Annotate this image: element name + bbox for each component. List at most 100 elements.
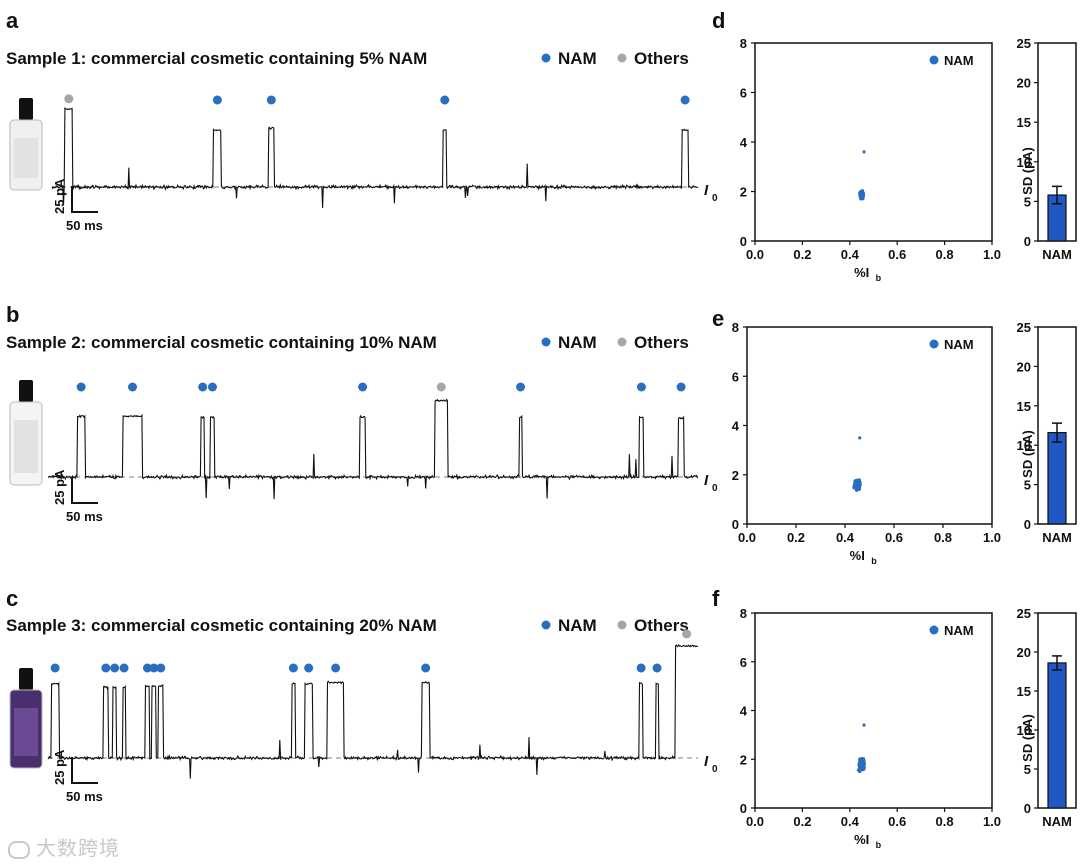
bottle-label-icon xyxy=(14,138,38,178)
scatter-panel-d: d 0.0 0.2 0.4 0.6 0.8 1.0 0 2 4 6 8 SD (pA) %I b NAM xyxy=(712,8,1035,283)
x-tick-label: 0.6 xyxy=(888,814,906,829)
scatter-point xyxy=(860,763,864,767)
bottle-label-icon xyxy=(14,708,38,756)
bar-category-label: NAM xyxy=(1042,247,1072,262)
scale-bar xyxy=(71,186,98,213)
event-marker-nam xyxy=(304,663,314,673)
legend-others-label: Others xyxy=(634,333,689,352)
y-tick-label: 15 xyxy=(1017,115,1031,130)
y-tick-label: 25 xyxy=(1017,606,1031,621)
legend-nam-label: NAM xyxy=(944,53,974,68)
scatter-point xyxy=(862,758,866,763)
y-tick-label: 4 xyxy=(732,419,740,434)
scale-bar-y-label: 25 pA xyxy=(52,749,67,785)
scatter-plot-frame xyxy=(754,42,993,242)
y-tick-label: 15 xyxy=(1017,399,1031,414)
baseline-label-sub: 0 xyxy=(712,483,718,494)
event-marker-others xyxy=(436,382,446,392)
legend-nam-label: NAM xyxy=(944,623,974,638)
panel-letter-e: e xyxy=(712,306,724,331)
scatter-plot-frame xyxy=(746,326,993,525)
y-tick-label: 0 xyxy=(1024,234,1031,249)
scale-bar xyxy=(71,477,98,504)
x-axis-label-sub: b xyxy=(876,840,882,850)
x-tick-label: 1.0 xyxy=(983,247,1001,262)
bottle-label-icon xyxy=(14,420,38,473)
x-tick-label: 0.0 xyxy=(746,814,764,829)
scale-bar xyxy=(71,757,98,784)
y-tick-label: 2 xyxy=(740,185,747,200)
y-tick-label: 20 xyxy=(1017,76,1031,91)
y-tick-label: 6 xyxy=(740,86,747,101)
bar-nam xyxy=(1047,662,1067,809)
baseline-label: I xyxy=(704,182,709,199)
event-marker-others xyxy=(64,94,74,104)
y-tick-label: 4 xyxy=(740,704,748,719)
x-axis-label: %I xyxy=(854,832,869,847)
x-axis-label-sub: b xyxy=(871,556,877,566)
trace-panel-a: a Sample 1: commercial cosmetic containin… xyxy=(6,8,718,233)
panel-title-c: Sample 3: commercial cosmetic containing… xyxy=(6,616,437,635)
y-tick-label: 15 xyxy=(1017,684,1031,699)
panel-title-b: Sample 2: commercial cosmetic containing… xyxy=(6,333,437,352)
x-tick-label: 0.0 xyxy=(746,247,764,262)
panel-letter-c: c xyxy=(6,586,18,611)
x-tick-label: 1.0 xyxy=(983,814,1001,829)
y-tick-label: 0 xyxy=(1024,517,1031,532)
x-tick-label: 0.0 xyxy=(738,530,756,545)
scale-bar-y-label: 25 pA xyxy=(52,469,67,505)
scale-bar-x-label: 50 ms xyxy=(66,509,103,524)
bottle-cap-icon xyxy=(19,98,33,120)
legend-others-label: Others xyxy=(634,49,689,68)
scatter-point xyxy=(855,487,859,491)
x-axis-label: %I xyxy=(854,265,869,280)
event-marker-nam xyxy=(128,382,137,392)
x-tick-label: 0.8 xyxy=(936,814,954,829)
event-marker-others xyxy=(682,629,692,639)
trace-panel-c: c Sample 3: commercial cosmetic containin… xyxy=(6,586,718,804)
event-marker-nam xyxy=(110,663,120,673)
event-marker-nam xyxy=(142,663,152,673)
event-marker-nam xyxy=(288,663,298,673)
panel-letter-a: a xyxy=(6,8,19,33)
x-axis-label: %I xyxy=(850,548,865,563)
legend-others-marker xyxy=(617,53,627,63)
bar-category-label: NAM xyxy=(1042,530,1072,545)
y-tick-label: 8 xyxy=(732,320,739,335)
y-tick-label: 5 xyxy=(1024,478,1031,493)
y-tick-label: 20 xyxy=(1017,645,1031,660)
x-tick-label: 0.2 xyxy=(793,814,811,829)
bar-panel-f-bar: 0 5 10 15 20 25 NAM xyxy=(1017,606,1077,829)
bar-nam xyxy=(1047,431,1067,525)
baseline-label-sub: 0 xyxy=(712,764,718,775)
legend-nam-marker xyxy=(541,620,551,630)
y-tick-label: 0 xyxy=(1024,801,1031,816)
watermark: 大数跨境 xyxy=(8,832,120,861)
bar-panel-d-bar: 0 5 10 15 20 25 NAM xyxy=(1017,36,1077,262)
panel-letter-d: d xyxy=(712,8,725,33)
y-tick-label: 8 xyxy=(740,36,747,51)
y-tick-label: 6 xyxy=(732,369,739,384)
legend-others-label: Others xyxy=(634,616,689,635)
current-trace xyxy=(47,398,699,500)
legend-nam-label: NAM xyxy=(944,337,974,352)
x-tick-label: 0.8 xyxy=(936,247,954,262)
event-marker-nam xyxy=(50,663,60,673)
bottle-cap-icon xyxy=(19,668,33,690)
panel-letter-b: b xyxy=(6,302,19,327)
event-marker-nam xyxy=(266,95,276,105)
watermark-logo-icon xyxy=(8,840,30,859)
y-tick-label: 5 xyxy=(1024,762,1031,777)
y-tick-label: 0 xyxy=(740,801,747,816)
y-tick-label: 0 xyxy=(732,517,739,532)
y-tick-label: 20 xyxy=(1017,359,1031,374)
y-tick-label: 2 xyxy=(740,752,747,767)
trace-panel-b: b Sample 2: commercial cosmetic containin… xyxy=(6,302,718,524)
x-axis-label-sub: b xyxy=(876,273,882,283)
x-tick-label: 0.6 xyxy=(885,530,903,545)
event-marker-nam xyxy=(198,382,208,392)
scale-bar-x-label: 50 ms xyxy=(66,789,103,804)
x-tick-label: 0.8 xyxy=(934,530,952,545)
event-marker-nam xyxy=(156,663,166,673)
